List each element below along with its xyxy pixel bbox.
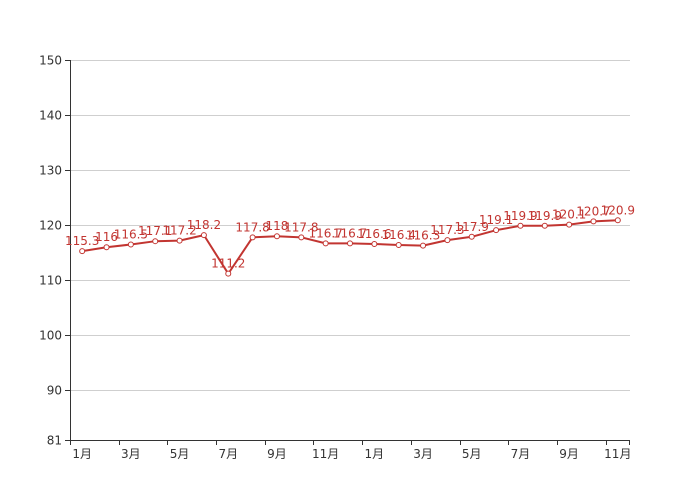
y-tick-label: 110	[39, 274, 62, 288]
data-point	[395, 242, 402, 249]
data-label: 116.7	[308, 226, 342, 240]
data-labels: 115.3116116.5117.1117.2118.2111.2117.811…	[65, 203, 635, 270]
x-tick-label: 7月	[511, 447, 531, 461]
data-point	[103, 244, 110, 251]
data-label: 116.6	[357, 227, 391, 241]
x-tick-label: 9月	[267, 447, 287, 461]
data-point	[249, 234, 256, 241]
data-label: 117.9	[455, 220, 489, 234]
data-label: 117.8	[284, 220, 318, 234]
y-tick-label: 81	[47, 434, 62, 448]
series-layer	[79, 217, 621, 277]
y-tick-label: 90	[47, 384, 62, 398]
y-tick-label: 140	[39, 109, 62, 123]
data-point	[347, 240, 353, 247]
data-label: 116.3	[406, 229, 440, 243]
x-tick-label: 5月	[462, 447, 482, 461]
data-point	[541, 222, 548, 229]
grid-lines	[70, 60, 630, 391]
data-point	[566, 221, 573, 228]
data-label: 117.1	[138, 224, 172, 238]
data-point	[468, 233, 475, 240]
y-tick-label: 130	[39, 164, 62, 178]
data-label: 119.9	[503, 209, 537, 223]
x-tick-label: 3月	[413, 447, 433, 461]
x-tick-label: 1月	[365, 447, 385, 461]
data-label: 117.3	[430, 223, 464, 237]
data-label: 116.4	[382, 228, 416, 242]
data-point	[371, 240, 378, 247]
data-label: 118	[266, 219, 289, 233]
data-label: 120.9	[601, 203, 635, 217]
data-point	[322, 240, 329, 247]
data-label: 111.2	[211, 257, 245, 271]
data-point	[298, 234, 305, 241]
data-label: 116.7	[333, 226, 367, 240]
x-tick-label: 7月	[218, 447, 238, 461]
data-point	[225, 270, 232, 277]
data-point	[420, 242, 427, 249]
x-tick-label: 3月	[121, 447, 141, 461]
data-point	[273, 233, 280, 240]
data-point	[127, 241, 134, 248]
x-tick-label: 5月	[170, 447, 190, 461]
data-point	[176, 237, 183, 244]
data-point	[79, 248, 86, 255]
y-tick-label: 150	[39, 54, 62, 68]
data-point	[200, 232, 207, 239]
data-label: 116.5	[114, 227, 148, 241]
data-label: 115.3	[65, 234, 99, 248]
data-label: 117.2	[162, 224, 196, 238]
x-tick-label: 9月	[559, 447, 579, 461]
data-point	[517, 222, 524, 229]
data-label: 116	[95, 230, 118, 244]
data-point	[614, 217, 621, 224]
data-label: 120.1	[552, 208, 586, 222]
data-label: 119.1	[479, 213, 513, 227]
data-label: 120.7	[576, 204, 610, 218]
data-point	[444, 237, 451, 244]
y-tick-label: 120	[39, 219, 62, 233]
x-tick-label: 1月	[72, 447, 92, 461]
data-label: 118.2	[187, 218, 221, 232]
x-tick-label: 11月	[604, 447, 631, 461]
data-point	[493, 227, 500, 234]
data-point	[590, 218, 597, 225]
data-label: 117.8	[235, 220, 269, 234]
y-tick-label: 100	[39, 329, 62, 343]
data-label: 119.9	[528, 209, 562, 223]
data-point	[152, 238, 159, 245]
axes: 81 90 100 110 120 130 140 150 1月 3月 5月 7月 9月 11月 1月 3月 5…	[39, 54, 631, 462]
x-tick-label: 11月	[312, 447, 339, 461]
